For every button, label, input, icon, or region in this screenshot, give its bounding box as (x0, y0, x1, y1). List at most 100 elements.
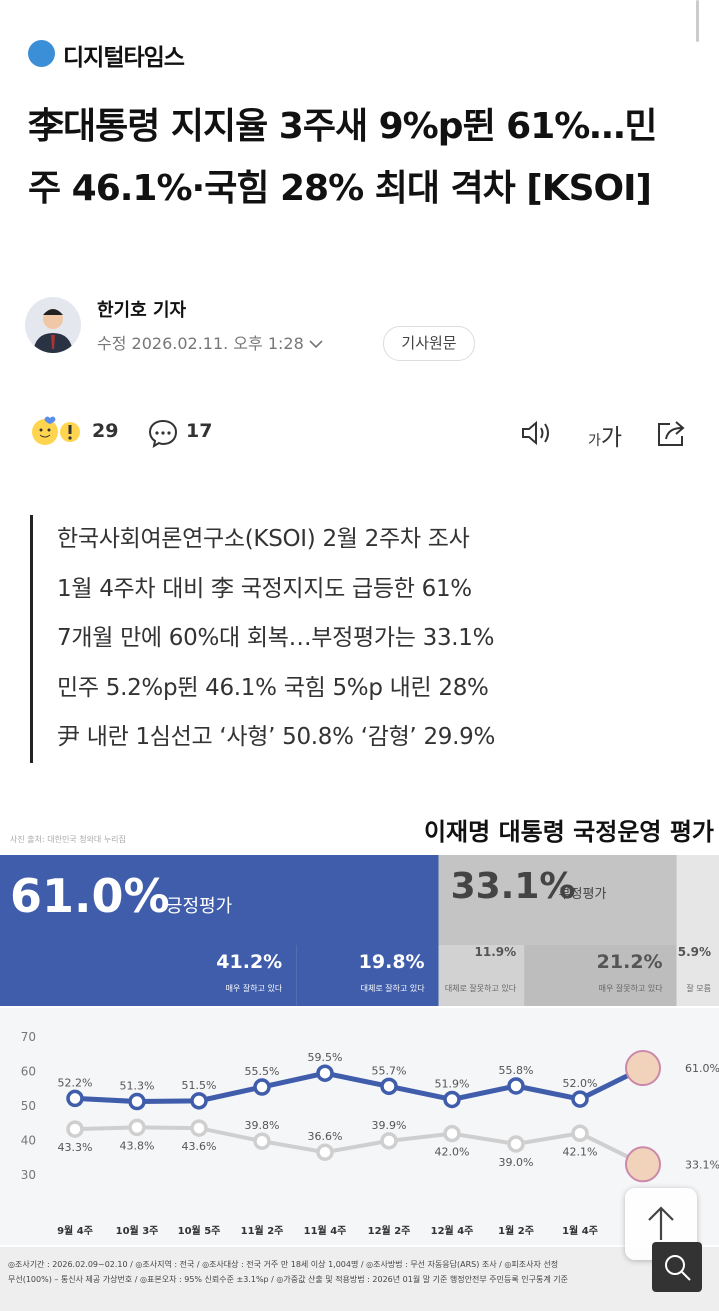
like-count: 29 (92, 420, 119, 442)
breakdown-segment (0, 945, 297, 1006)
series-line (74, 1065, 645, 1105)
summary-segment (0, 855, 439, 945)
series-point (316, 1143, 334, 1161)
breakdown-name: 매우 잘하고 있다 (226, 983, 283, 993)
point-label: 51.5% (182, 1079, 217, 1092)
font-large: 가 (600, 425, 623, 451)
point-label: 55.7% (372, 1064, 407, 1077)
chevron (309, 340, 323, 349)
point-label: 55.8% (499, 1064, 534, 1077)
infographic-title: 이재명 대통령 국정운영 평가 (424, 818, 714, 846)
series-point (571, 1090, 589, 1108)
breakdown-value: 19.8% (359, 951, 425, 973)
series-point (66, 1089, 84, 1108)
breakdown-value: 41.2% (216, 951, 282, 973)
series-line (74, 1125, 644, 1167)
point-label: 39.9% (372, 1119, 407, 1132)
point-label: 33.1% (685, 1158, 719, 1171)
point-label: 61.0% (685, 1062, 719, 1075)
point-label: 59.5% (308, 1051, 343, 1064)
series-point (571, 1124, 589, 1143)
summary-segment (438, 855, 677, 945)
font-small: 가 (588, 433, 601, 449)
zoom-button[interactable] (652, 1242, 702, 1292)
series-point (253, 1132, 271, 1150)
x-tick-label: 10월 5주 (178, 1225, 221, 1237)
point-label: 52.0% (563, 1077, 598, 1090)
series-point (253, 1078, 271, 1096)
comment-icon[interactable] (148, 418, 178, 448)
point-label: 43.6% (182, 1140, 217, 1153)
portrait (625, 1050, 661, 1087)
series-point (190, 1092, 208, 1110)
x-tick-label: 1월 4주 (562, 1225, 598, 1237)
y-tick-label: 40 (21, 1134, 36, 1148)
series-point (443, 1124, 461, 1143)
summary-line: 尹 내란 1심선고 ‘사형’ 50.8% ‘감형’ 29.9% (57, 724, 496, 750)
breakdown-segment (296, 945, 439, 1006)
image-source: 사진 출처: 대한민국 청와대 누리집 (10, 834, 126, 844)
y-tick-label: 50 (21, 1099, 36, 1113)
breakdown-segment (676, 945, 719, 1006)
point-label: 42.1% (563, 1145, 598, 1158)
logo-icon (28, 40, 55, 67)
series-point (507, 1077, 525, 1095)
summary-line: 7개월 만에 60%대 회복…부정평가는 33.1% (57, 625, 495, 651)
breakdown-name: 대체로 잘하고 있다 (361, 983, 426, 993)
breakdown-name: 매우 잘못하고 있다 (599, 983, 664, 993)
breakdown-name: 대체로 잘못하고 있다 (445, 983, 517, 993)
y-tick-label: 30 (21, 1168, 36, 1182)
original-button[interactable]: 기사원문 (383, 326, 475, 361)
x-tick-label: 10월 3주 (116, 1225, 159, 1237)
y-tick-label: 70 (21, 1030, 36, 1044)
breakdown-segment (438, 945, 525, 1006)
timestamp[interactable]: 수정 2026.02.11. 오후 1:28 (97, 330, 323, 354)
point-label: 43.3% (58, 1141, 93, 1154)
footnote: ◎조사기간 : 2026.02.09~02.10 / ◎조사지역 : 전국 / … (8, 1259, 558, 1269)
series-point (66, 1120, 84, 1138)
point-label: 55.5% (245, 1065, 280, 1078)
point-label: 43.8% (120, 1139, 155, 1152)
series-point (316, 1064, 334, 1082)
breakdown-value: 11.9% (475, 945, 517, 959)
author[interactable]: 한기호 기자 (97, 300, 187, 321)
breakdown-name: 잘 모름 (686, 984, 711, 993)
tts-icon[interactable] (520, 419, 554, 447)
point-label: 42.0% (435, 1146, 470, 1159)
summary-name: 긍정평가 (166, 896, 232, 917)
article-title: 李대통령 지지율 3주새 9%p뛴 61%…민주 46.1%·국힘 28% 최대… (28, 106, 657, 209)
breakdown-value: 21.2% (597, 951, 663, 973)
summary-line: 1월 4주차 대비 李 국정지지도 급등한 61% (57, 575, 472, 602)
share-icon[interactable] (656, 418, 690, 448)
logo[interactable]: 디지털타임스 (63, 45, 185, 71)
point-label: 39.8% (245, 1119, 280, 1132)
point-label: 52.2% (58, 1076, 93, 1089)
font-size-button[interactable]: 가가 (588, 418, 622, 452)
x-tick-label: 11월 2주 (241, 1225, 284, 1237)
series-point (128, 1118, 146, 1137)
summary-line: 민주 5.2%p뛴 46.1% 국힘 5%p 내린 28% (57, 674, 489, 701)
series-point (507, 1135, 525, 1153)
x-tick-label: 9월 4주 (57, 1225, 93, 1237)
x-tick-label: 11월 4주 (304, 1225, 347, 1237)
x-tick-label: 1월 2주 (498, 1225, 534, 1237)
series-point (128, 1092, 146, 1111)
zoom-icon (665, 1255, 691, 1281)
footnote: 무선(100%) – 통신사 제공 가상번호 / ◎표본오차 : 95% 신뢰수… (8, 1274, 568, 1284)
x-tick-label: 12월 4주 (431, 1225, 474, 1237)
y-tick-label: 60 (21, 1065, 36, 1079)
point-label: 36.6% (308, 1130, 343, 1143)
avatar-art (33, 309, 73, 353)
author-avatar[interactable] (25, 297, 81, 353)
breakdown-value: 5.9% (678, 945, 711, 959)
reaction-icon[interactable] (30, 416, 84, 448)
summary-line: 한국사회여론연구소(KSOI) 2월 2주차 조사 (57, 526, 470, 552)
arrow-up (648, 1206, 674, 1240)
summary-value: 33.1% (451, 866, 576, 907)
breakdown-segment (524, 945, 677, 1006)
series-point (190, 1119, 208, 1137)
comment-count: 17 (186, 420, 213, 442)
portrait (625, 1146, 661, 1183)
infographic: 사진 출처: 대한민국 청와대 누리집 이재명 대통령 국정운영 평가 61.0% 긍… (0, 818, 719, 1311)
